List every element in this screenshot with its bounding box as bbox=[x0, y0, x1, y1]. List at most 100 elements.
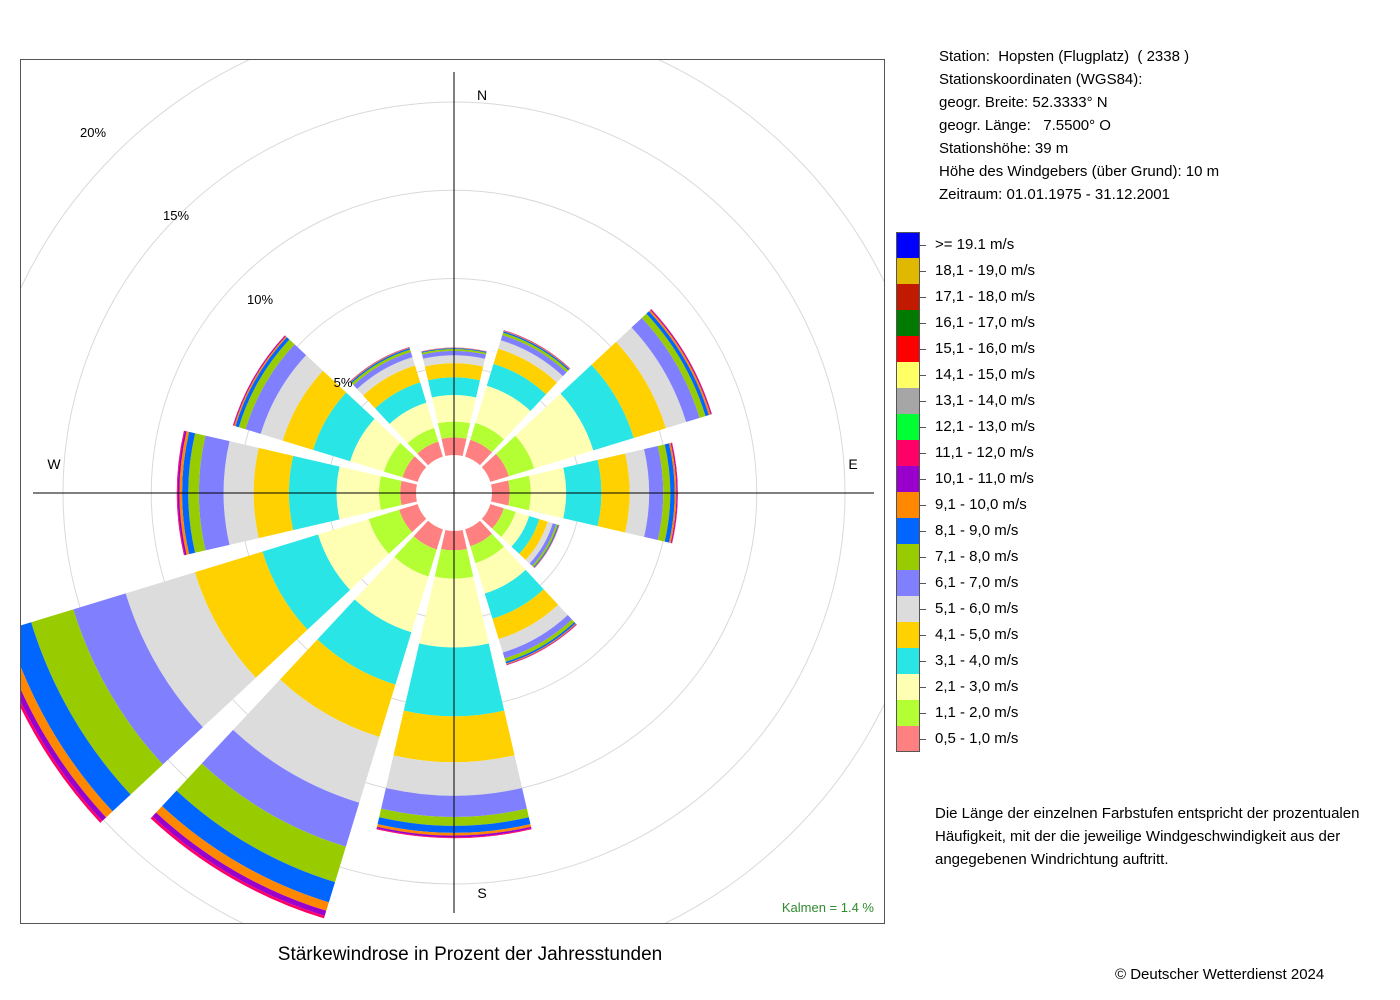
legend-swatch bbox=[896, 518, 920, 544]
sector-270-class-12 bbox=[176, 430, 185, 556]
wind-rose-plot-area: N E S W 5% 10% 15% 20% Kalmen = 1.4 % bbox=[20, 59, 885, 924]
legend-label: 0,5 - 1,0 m/s bbox=[935, 730, 1019, 747]
sector-150-class-5 bbox=[492, 589, 559, 640]
legend-tick bbox=[920, 401, 926, 402]
legend-tick bbox=[920, 713, 926, 714]
sector-30-class-5 bbox=[493, 348, 557, 395]
legend-tick bbox=[920, 609, 926, 610]
sector-30-class-4 bbox=[486, 363, 547, 411]
sector-30-class-6 bbox=[498, 340, 563, 383]
direction-label-west: W bbox=[47, 456, 61, 472]
legend-swatch bbox=[896, 232, 920, 258]
legend-label: 3,1 - 4,0 m/s bbox=[935, 652, 1019, 669]
sector-210-class-5 bbox=[280, 639, 396, 737]
station-longitude: geogr. Länge: 7.5500° O bbox=[939, 117, 1111, 134]
sector-300-class-6 bbox=[260, 355, 323, 441]
legend-swatch bbox=[896, 414, 920, 440]
legend-swatch bbox=[896, 700, 920, 726]
time-period: Zeitraum: 01.01.1975 - 31.12.2001 bbox=[939, 186, 1170, 203]
chart-title: Stärkewindrose in Prozent der Jahresstun… bbox=[277, 944, 663, 965]
sector-150-class-8 bbox=[504, 619, 575, 662]
legend-swatch bbox=[896, 388, 920, 414]
sector-120-class-8 bbox=[532, 524, 558, 568]
sector-330-class-8 bbox=[351, 349, 411, 386]
sector-60-class-7 bbox=[631, 317, 700, 423]
legend-tick bbox=[920, 531, 926, 532]
legend-label: 1,1 - 2,0 m/s bbox=[935, 704, 1019, 721]
sector-0-class-12 bbox=[421, 347, 487, 352]
sector-240-class-2 bbox=[368, 509, 413, 554]
sector-120-class-1 bbox=[481, 504, 504, 529]
legend-label: 9,1 - 10,0 m/s bbox=[935, 496, 1027, 513]
legend-label: 14,1 - 15,0 m/s bbox=[935, 366, 1036, 383]
sector-90-class-9 bbox=[664, 443, 675, 543]
legend-label: 11,1 - 12,0 m/s bbox=[935, 444, 1034, 461]
legend-tick bbox=[920, 297, 926, 298]
sector-90-class-11 bbox=[670, 442, 678, 544]
ring-label-15: 15% bbox=[163, 208, 189, 223]
sector-30-class-8 bbox=[502, 332, 569, 373]
legend-label: 2,1 - 3,0 m/s bbox=[935, 678, 1019, 695]
legend-tick bbox=[920, 739, 926, 740]
legend-swatch bbox=[896, 362, 920, 388]
legend-label: 18,1 - 19,0 m/s bbox=[935, 262, 1036, 279]
station-info: Station: Hopsten (Flugplatz) ( 2338 ) St… bbox=[939, 45, 1219, 206]
sector-330-class-1 bbox=[417, 441, 443, 466]
sector-300-class-9 bbox=[235, 337, 290, 428]
sector-210-class-8 bbox=[176, 763, 346, 883]
legend-tick bbox=[920, 349, 926, 350]
station-elevation: Stationshöhe: 39 m bbox=[939, 140, 1069, 157]
legend-tick bbox=[920, 557, 926, 558]
sector-60-class-5 bbox=[591, 341, 666, 439]
sector-300-class-3 bbox=[350, 418, 401, 472]
legend-tick bbox=[920, 505, 926, 506]
legend-tick bbox=[920, 635, 926, 636]
sector-240-class-8 bbox=[31, 609, 163, 795]
legend-tick bbox=[920, 453, 926, 454]
sector-300-class-8 bbox=[238, 339, 295, 430]
sector-90-class-12 bbox=[671, 442, 678, 544]
sector-210-class-2 bbox=[394, 536, 437, 577]
legend-tick bbox=[920, 245, 926, 246]
sector-240-class-1 bbox=[399, 504, 427, 533]
legend-swatch bbox=[896, 310, 920, 336]
sector-330-class-3 bbox=[389, 402, 435, 444]
sector-300-class-7 bbox=[245, 344, 307, 434]
legend-label: 8,1 - 9,0 m/s bbox=[935, 522, 1019, 539]
legend-label: 10,1 - 11,0 m/s bbox=[935, 470, 1034, 487]
sector-120-class-2 bbox=[492, 508, 516, 537]
legend-tick bbox=[920, 427, 926, 428]
sector-120-class-6 bbox=[525, 521, 553, 564]
legend-label: 12,1 - 13,0 m/s bbox=[935, 418, 1036, 435]
sector-330-class-5 bbox=[363, 365, 421, 409]
sector-180-class-12 bbox=[376, 828, 532, 839]
sector-60-class-1 bbox=[481, 453, 509, 482]
sector-210-class-1 bbox=[413, 520, 443, 550]
legend-swatch bbox=[896, 674, 920, 700]
ring-label-10: 10% bbox=[247, 292, 273, 307]
sector-270-class-11 bbox=[177, 430, 187, 556]
sector-60-class-9 bbox=[646, 311, 709, 417]
direction-label-east: E bbox=[848, 456, 857, 472]
legend-tick bbox=[920, 323, 926, 324]
legend-swatch bbox=[896, 258, 920, 284]
sector-210-class-10 bbox=[156, 806, 329, 911]
sector-210-class-7 bbox=[201, 729, 360, 847]
sector-0-class-9 bbox=[421, 348, 487, 353]
explanation-text: Die Länge der einzelnen Farbstufen entsp… bbox=[935, 805, 1360, 868]
sector-150-class-7 bbox=[502, 615, 572, 659]
sector-30-class-3 bbox=[475, 385, 531, 440]
sector-240-class-10 bbox=[21, 667, 113, 818]
sector-270-class-9 bbox=[182, 431, 196, 555]
sector-30-class-1 bbox=[465, 439, 492, 466]
sector-210-class-4 bbox=[317, 599, 412, 685]
sector-60-class-6 bbox=[616, 327, 687, 429]
sector-300-class-2 bbox=[383, 443, 415, 478]
sector-300-class-4 bbox=[313, 392, 375, 462]
legend-swatch bbox=[896, 648, 920, 674]
station-latitude: geogr. Breite: 52.3333° N bbox=[939, 94, 1108, 111]
sector-150-class-2 bbox=[470, 533, 504, 564]
wind-sectors bbox=[21, 309, 712, 919]
sector-330-class-6 bbox=[357, 357, 416, 396]
legend-swatch bbox=[896, 622, 920, 648]
